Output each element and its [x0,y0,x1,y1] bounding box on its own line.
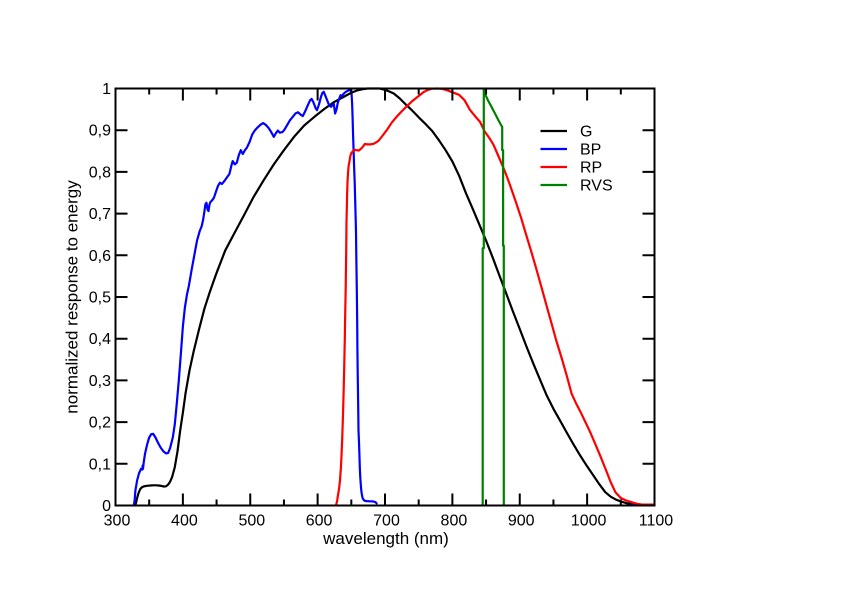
svg-text:BP: BP [580,142,601,159]
svg-text:0,9: 0,9 [89,123,111,140]
svg-text:0,8: 0,8 [89,164,111,181]
svg-text:0,6: 0,6 [89,248,111,265]
svg-text:0,3: 0,3 [89,373,111,390]
svg-text:0,2: 0,2 [89,415,111,432]
svg-text:900: 900 [508,513,535,530]
svg-text:RP: RP [580,160,602,177]
svg-text:300: 300 [104,513,131,530]
svg-text:G: G [580,124,592,141]
svg-text:0,1: 0,1 [89,456,111,473]
svg-text:0,7: 0,7 [89,206,111,223]
svg-text:RVS: RVS [580,178,613,195]
svg-text:wavelength (nm): wavelength (nm) [322,529,449,548]
svg-text:normalized response to energy: normalized response to energy [63,180,82,414]
svg-text:800: 800 [441,513,468,530]
svg-text:1000: 1000 [571,513,607,530]
svg-text:1: 1 [102,81,111,98]
svg-text:400: 400 [171,513,198,530]
svg-text:500: 500 [238,513,265,530]
svg-text:0: 0 [102,498,111,515]
svg-text:700: 700 [373,513,400,530]
svg-text:600: 600 [306,513,333,530]
svg-text:0,5: 0,5 [89,290,111,307]
svg-text:0,4: 0,4 [89,331,111,348]
svg-text:1100: 1100 [639,513,674,530]
